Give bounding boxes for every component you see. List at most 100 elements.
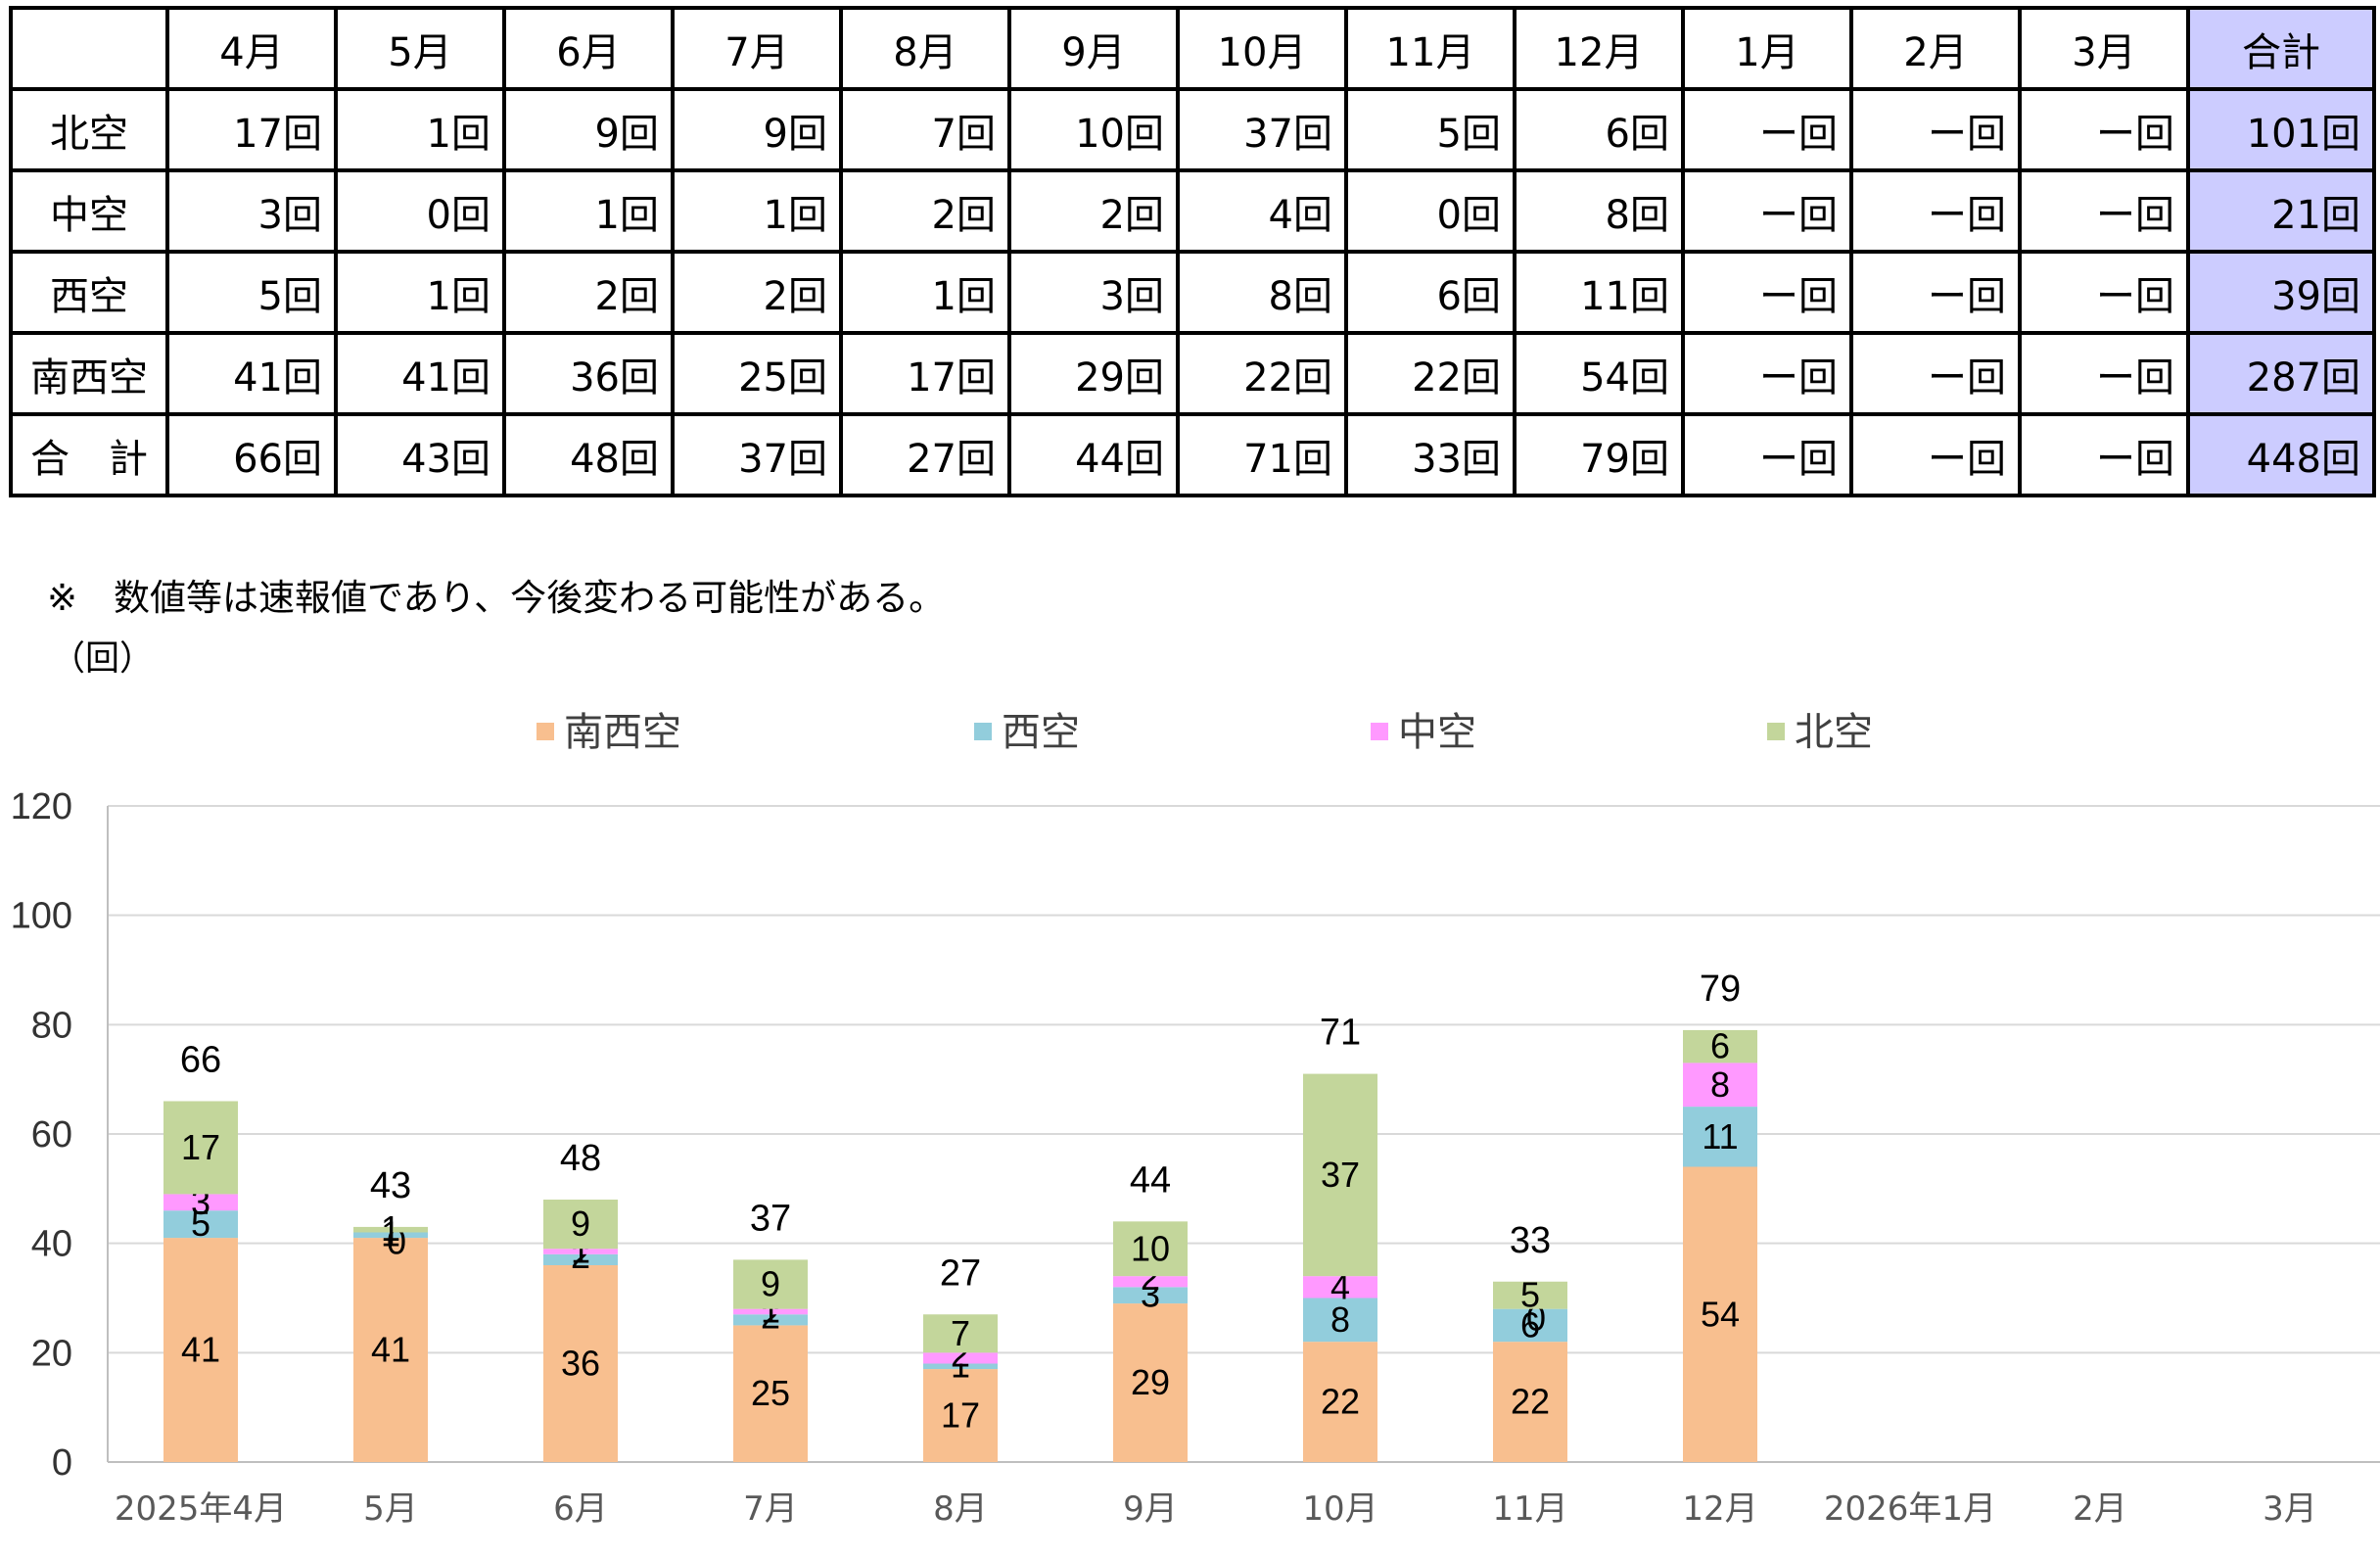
y-unit-label: （回） <box>51 639 155 679</box>
row-header: 北空 <box>9 87 169 172</box>
table-cell: 1回 <box>334 87 506 172</box>
y-tick-label: 100 <box>11 896 72 937</box>
table-row: 西空 5回 1回 2回 2回 1回 3回 8回 6回 11回 ー回 ー回 ー回 … <box>9 250 2376 335</box>
table-row: 南西空 41回 41回 36回 25回 17回 29回 22回 22回 54回 … <box>9 331 2376 416</box>
col-header: 5月 <box>334 6 506 91</box>
bar-segment <box>1113 1303 1188 1462</box>
bar-segment <box>1493 1281 1567 1309</box>
col-header: 11月 <box>1344 6 1517 91</box>
row-header: 合 計 <box>9 412 169 497</box>
legend-label: 西空 <box>1002 710 1080 755</box>
row-header: 中空 <box>9 168 169 254</box>
total-label: 79 <box>1700 968 1741 1010</box>
footnote: ※ 数値等は速報値であり、今後変わる可能性がある。 <box>47 577 946 619</box>
col-header: 6月 <box>502 6 675 91</box>
table-cell: 37回 <box>1176 87 1348 172</box>
table-cell: ー回 <box>2018 331 2190 416</box>
table-cell: ー回 <box>2018 87 2190 172</box>
bar-segment <box>733 1308 808 1315</box>
table-header-row: 4月 5月 6月 7月 8月 9月 10月 11月 12月 1月 2月 3月 合… <box>9 6 2376 91</box>
data-label: 6 <box>1710 1026 1730 1066</box>
y-tick-label: 120 <box>11 786 72 827</box>
bar-segment <box>353 1232 428 1239</box>
table-cell: 8回 <box>1176 250 1348 335</box>
total-label: 44 <box>1130 1159 1171 1201</box>
table-cell: ー回 <box>1681 331 1853 416</box>
data-label: 17 <box>941 1395 980 1436</box>
table-row: 中空 3回 0回 1回 1回 2回 2回 4回 0回 8回 ー回 ー回 ー回 2… <box>9 168 2376 254</box>
table-cell: ー回 <box>1849 168 2022 254</box>
bar-segment <box>1113 1276 1188 1288</box>
table-cell-total: 21回 <box>2186 168 2376 254</box>
table-cell: 10回 <box>1007 87 1180 172</box>
table-cell: ー回 <box>1849 412 2022 497</box>
table-cell: 5回 <box>165 250 338 335</box>
table-cell: ー回 <box>1681 250 1853 335</box>
col-header: 3月 <box>2018 6 2190 91</box>
table-cell: 79回 <box>1513 412 1685 497</box>
table-cell: 9回 <box>671 87 843 172</box>
table-cell: 6回 <box>1513 87 1685 172</box>
table-cell: 2回 <box>839 168 1011 254</box>
bar-segment <box>163 1210 238 1239</box>
table-cell: 0回 <box>334 168 506 254</box>
data-label: 54 <box>1701 1294 1740 1334</box>
total-label: 37 <box>750 1198 791 1239</box>
table-cell: 29回 <box>1007 331 1180 416</box>
y-tick-label: 0 <box>52 1442 72 1484</box>
data-label: 41 <box>371 1330 410 1370</box>
table-cell: ー回 <box>1681 87 1853 172</box>
table-cell: 41回 <box>165 331 338 416</box>
table-cell: 3回 <box>1007 250 1180 335</box>
table-cell: 22回 <box>1344 331 1517 416</box>
bar-segment <box>543 1200 618 1250</box>
table-cell: ー回 <box>2018 168 2190 254</box>
bar-segment <box>1303 1276 1377 1298</box>
total-label: 27 <box>940 1252 981 1294</box>
table-cell-total: 448回 <box>2186 412 2376 497</box>
legend-label: 南西空 <box>564 710 681 755</box>
data-label: 5 <box>1520 1275 1540 1315</box>
data-label: 7 <box>951 1313 970 1353</box>
table-cell: 1回 <box>671 168 843 254</box>
bar-segment <box>1113 1287 1188 1304</box>
data-label: 9 <box>571 1204 590 1244</box>
data-label: 17 <box>181 1127 220 1167</box>
bar-segment <box>733 1325 808 1462</box>
table-row-total: 合 計 66回 43回 48回 37回 27回 44回 71回 33回 79回 … <box>9 412 2376 497</box>
data-label: 37 <box>1321 1155 1360 1195</box>
legend-label: 北空 <box>1795 710 1873 755</box>
table-cell: 5回 <box>1344 87 1517 172</box>
table-cell: 54回 <box>1513 331 1685 416</box>
bar-segment <box>1683 1062 1757 1108</box>
bar-segment <box>543 1265 618 1462</box>
table-cell: 71回 <box>1176 412 1348 497</box>
total-label: 33 <box>1510 1220 1551 1261</box>
bar-segment <box>923 1314 998 1353</box>
table-cell: ー回 <box>1681 412 1853 497</box>
data-label: 6 <box>1520 1304 1540 1345</box>
table-cell: 37回 <box>671 412 843 497</box>
table-cell: 4回 <box>1176 168 1348 254</box>
table-cell: ー回 <box>2018 412 2190 497</box>
table-cell: 1回 <box>334 250 506 335</box>
data-label: 22 <box>1321 1382 1360 1422</box>
table-cell: 66回 <box>165 412 338 497</box>
legend-swatch <box>537 723 554 740</box>
table-cell: ー回 <box>1681 168 1853 254</box>
data-label: 4 <box>1330 1266 1350 1306</box>
table-cell: 2回 <box>671 250 843 335</box>
bar-segment <box>163 1238 238 1462</box>
data-label: 22 <box>1511 1382 1550 1422</box>
col-header: 12月 <box>1513 6 1685 91</box>
x-tick-label: 3月 <box>2263 1489 2317 1529</box>
bar-segment <box>163 1101 238 1195</box>
bar-segment <box>923 1369 998 1462</box>
y-tick-label: 60 <box>31 1114 72 1156</box>
bar-segment <box>1683 1166 1757 1462</box>
legend-swatch <box>1371 723 1388 740</box>
data-label: 1 <box>381 1214 400 1254</box>
total-label: 66 <box>180 1040 221 1081</box>
table-cell: 11回 <box>1513 250 1685 335</box>
